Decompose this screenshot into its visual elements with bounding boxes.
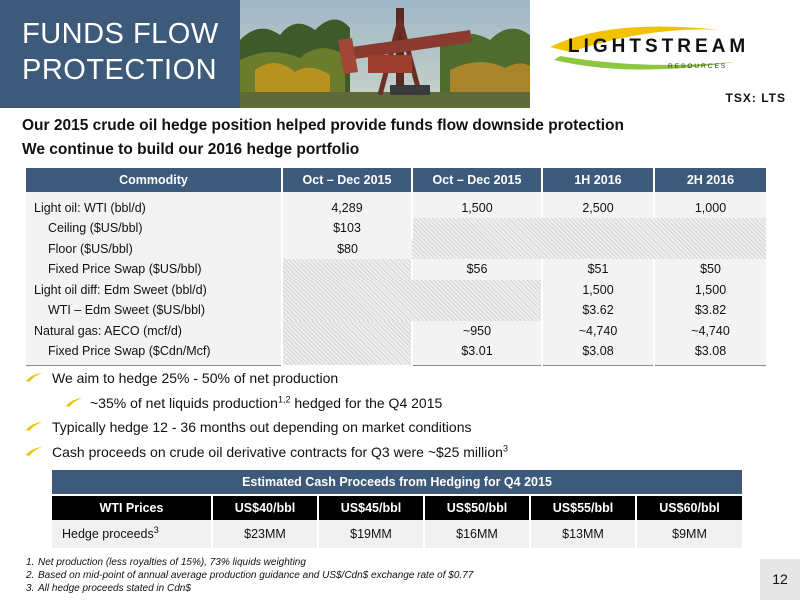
- column-header: 1H 2016: [542, 168, 655, 192]
- column-header: US$60/bbl: [636, 496, 742, 520]
- table-cell: $103: [282, 218, 413, 239]
- list-item: We aim to hedge 25% - 50% of net product…: [26, 368, 766, 393]
- proceeds-table-title: Estimated Cash Proceeds from Hedging for…: [52, 470, 742, 494]
- title-panel: FUNDS FLOW PROTECTION: [0, 0, 240, 108]
- column-header: Commodity: [26, 168, 283, 192]
- column-header: US$40/bbl: [212, 496, 319, 520]
- table-row: Light oil: WTI (bbl/d) 4,289 1,500 2,500…: [26, 192, 766, 218]
- hatched-empty-cell: [412, 218, 766, 259]
- row-label: Floor ($US/bbl): [26, 238, 283, 259]
- bullet-text: ~35% of net liquids production1,2 hedged…: [90, 393, 443, 411]
- swoosh-bullet-icon: [26, 446, 42, 456]
- footnote: 3. All hedge proceeds stated in Cdn$: [26, 583, 191, 594]
- swoosh-bullet-icon: [66, 397, 82, 407]
- table-cell: ~950: [412, 320, 543, 341]
- column-header: US$45/bbl: [318, 496, 425, 520]
- swoosh-bullet-icon: [26, 422, 42, 431]
- column-header: Oct – Dec 2015: [412, 168, 543, 192]
- cash-proceeds-table: WTI Prices US$40/bbl US$45/bbl US$50/bbl…: [52, 496, 742, 548]
- table-cell: 1,500: [412, 192, 543, 218]
- hatched-empty-cell: [282, 259, 413, 280]
- column-header: US$55/bbl: [530, 496, 637, 520]
- table-header-row: Commodity Oct – Dec 2015 Oct – Dec 2015 …: [26, 168, 766, 192]
- table-cell: $3.08: [654, 341, 766, 366]
- table-cell: $3.82: [654, 300, 766, 321]
- cash-proceeds-section: Estimated Cash Proceeds from Hedging for…: [52, 470, 742, 548]
- bullet-list: We aim to hedge 25% - 50% of net product…: [26, 368, 766, 466]
- table-row: Hedge proceeds3 $23MM $19MM $16MM $13MM …: [52, 520, 742, 548]
- logo-subtitle: RESOURCES: [668, 63, 727, 70]
- slide-title: FUNDS FLOW PROTECTION: [22, 18, 219, 86]
- table-cell: $3.01: [412, 341, 543, 366]
- table-cell: $9MM: [636, 520, 742, 548]
- row-label: Fixed Price Swap ($Cdn/Mcf): [26, 341, 283, 366]
- list-item: ~35% of net liquids production1,2 hedged…: [26, 393, 766, 418]
- ticker-symbol: TSX: LTS: [725, 91, 786, 105]
- table-row: Floor ($US/bbl) $80: [26, 238, 766, 259]
- table-cell: $3.62: [542, 300, 655, 321]
- table-cell: $80: [282, 238, 412, 259]
- footnote: 2. Based on mid-point of annual average p…: [26, 570, 474, 581]
- table-row: Natural gas: AECO (mcf/d) ~950 ~4,740 ~4…: [26, 320, 766, 365]
- column-header: 2H 2016: [654, 168, 766, 192]
- list-item: Typically hedge 12 - 36 months out depen…: [26, 417, 766, 442]
- bullet-text: We aim to hedge 25% - 50% of net product…: [52, 370, 339, 386]
- hatched-empty-cell: [282, 279, 543, 321]
- subtitle-hedge-protection: Our 2015 crude oil hedge position helped…: [22, 117, 624, 134]
- row-label: Light oil diff: Edm Sweet (bbl/d): [26, 279, 283, 300]
- row-label: Natural gas: AECO (mcf/d): [26, 320, 283, 341]
- bullet-text: Typically hedge 12 - 36 months out depen…: [52, 419, 472, 435]
- row-label: Hedge proceeds3: [52, 520, 213, 548]
- table-cell: $50: [654, 259, 766, 280]
- row-label: Light oil: WTI (bbl/d): [26, 192, 283, 218]
- footnote: 1. Net production (less royalties of 15%)…: [26, 557, 306, 568]
- hedge-position-table: Commodity Oct – Dec 2015 Oct – Dec 2015 …: [26, 168, 766, 366]
- table-cell: $23MM: [212, 520, 319, 548]
- table-row: Ceiling ($US/bbl) $103: [26, 218, 766, 259]
- column-header: US$50/bbl: [424, 496, 531, 520]
- table-cell: 1,500: [654, 279, 766, 300]
- logo-wordmark: LIGHTSTREAM: [568, 36, 749, 57]
- lightstream-logo: LIGHTSTREAM RESOURCES: [550, 26, 749, 70]
- table-row: WTI – Edm Sweet ($US/bbl) $3.62 $3.82: [26, 300, 766, 321]
- table-cell: $16MM: [424, 520, 531, 548]
- table-cell: $13MM: [530, 520, 637, 548]
- row-label: Fixed Price Swap ($US/bbl): [26, 259, 283, 280]
- subtitle-2016-portfolio: We continue to build our 2016 hedge port…: [22, 141, 360, 158]
- footnotes: 1. Net production (less royalties of 15%)…: [26, 556, 474, 595]
- table-cell: 1,000: [654, 192, 766, 218]
- table-cell: $19MM: [318, 520, 425, 548]
- bullet-text: Cash proceeds on crude oil derivative co…: [52, 442, 508, 460]
- table-cell: 1,500: [542, 279, 655, 300]
- table-cell: 4,289: [282, 192, 413, 218]
- header-photo-pumpjack: [240, 0, 530, 108]
- table-cell: ~4,740: [654, 320, 766, 341]
- logo-panel: LIGHTSTREAM RESOURCES TSX: LTS: [530, 0, 800, 108]
- table-cell: $51: [542, 259, 655, 280]
- table-header-row: WTI Prices US$40/bbl US$45/bbl US$50/bbl…: [52, 496, 742, 520]
- list-item: Cash proceeds on crude oil derivative co…: [26, 442, 766, 467]
- table-cell: ~4,740: [542, 320, 655, 341]
- table-row: Light oil diff: Edm Sweet (bbl/d) 1,500 …: [26, 279, 766, 321]
- hatched-empty-cell: [282, 320, 413, 365]
- table-cell: 2,500: [542, 192, 655, 218]
- column-header: WTI Prices: [52, 496, 213, 520]
- slide-header: FUNDS FLOW PROTECTION: [0, 0, 800, 108]
- table-row: Fixed Price Swap ($US/bbl) $56 $51 $50: [26, 259, 766, 280]
- table-cell: $3.08: [542, 341, 655, 366]
- row-label: Ceiling ($US/bbl): [26, 218, 283, 239]
- column-header: Oct – Dec 2015: [282, 168, 413, 192]
- swoosh-bullet-icon: [26, 373, 42, 382]
- row-label: WTI – Edm Sweet ($US/bbl): [26, 300, 283, 321]
- table-row: Fixed Price Swap ($Cdn/Mcf) $3.01 $3.08 …: [26, 341, 766, 366]
- page-number: 12: [760, 559, 800, 600]
- table-cell: $56: [412, 259, 543, 280]
